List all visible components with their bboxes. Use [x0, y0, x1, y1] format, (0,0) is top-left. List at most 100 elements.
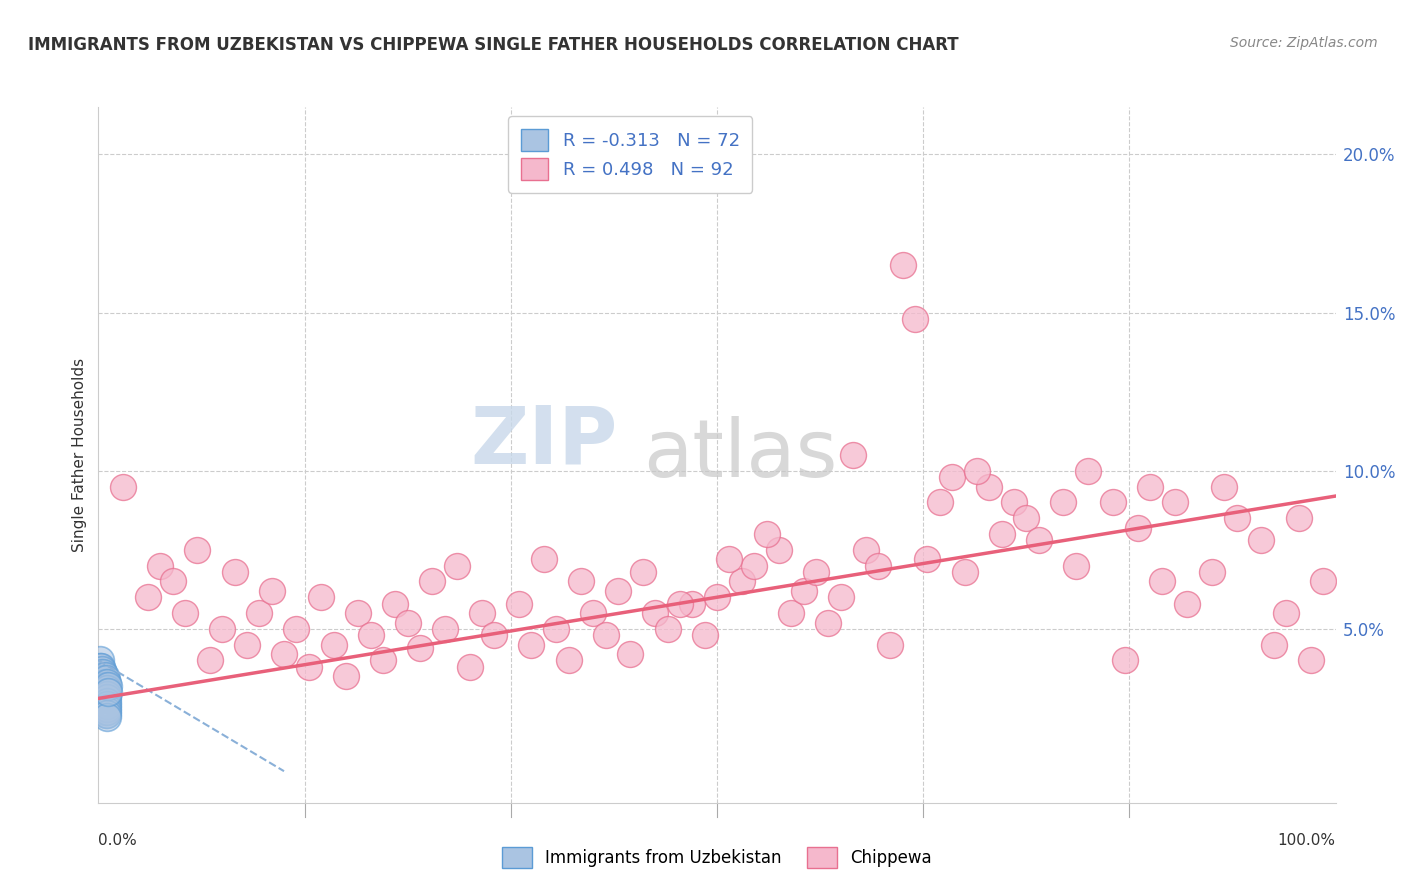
Point [93, 685, 115, 699]
Point [93, 701, 115, 715]
Point [669, 597, 692, 611]
Point [1263, 638, 1285, 652]
Point [93, 695, 115, 709]
Point [186, 542, 208, 557]
Point [1028, 533, 1050, 548]
Point [879, 638, 901, 652]
Point [371, 653, 394, 667]
Point [693, 628, 716, 642]
Point [136, 591, 159, 605]
Point [96, 704, 118, 718]
Point [384, 597, 406, 611]
Point [224, 565, 246, 579]
Point [446, 558, 468, 573]
Point [94, 698, 117, 712]
Point [322, 638, 344, 652]
Point [93, 698, 115, 712]
Point [93, 698, 115, 712]
Point [1102, 495, 1125, 509]
Point [1152, 574, 1174, 589]
Point [1175, 597, 1198, 611]
Point [96, 675, 118, 690]
Point [1077, 464, 1099, 478]
Point [285, 622, 308, 636]
Point [91, 675, 114, 690]
Point [97, 685, 120, 699]
Point [546, 622, 568, 636]
Point [631, 565, 654, 579]
Point [93, 691, 115, 706]
Point [89, 691, 111, 706]
Point [1015, 511, 1038, 525]
Point [97, 679, 120, 693]
Point [93, 673, 115, 687]
Point [96, 710, 118, 724]
Point [533, 552, 555, 566]
Point [309, 591, 332, 605]
Point [236, 638, 259, 652]
Point [94, 707, 117, 722]
Point [93, 681, 115, 696]
Point [941, 470, 963, 484]
Point [93, 681, 115, 696]
Point [112, 479, 135, 493]
Point [866, 558, 889, 573]
Point [96, 707, 118, 722]
Point [90, 685, 112, 699]
Point [90, 675, 112, 690]
Point [396, 615, 419, 630]
Point [93, 688, 115, 702]
Point [174, 606, 197, 620]
Point [1250, 533, 1272, 548]
Point [89, 675, 111, 690]
Point [595, 628, 617, 642]
Point [520, 638, 543, 652]
Point [90, 679, 112, 693]
Point [90, 688, 112, 702]
Point [91, 698, 114, 712]
Point [93, 669, 115, 683]
Point [966, 464, 988, 478]
Point [742, 558, 765, 573]
Point [409, 640, 432, 655]
Point [94, 691, 117, 706]
Point [830, 591, 852, 605]
Text: 0.0%: 0.0% [98, 832, 138, 847]
Point [990, 527, 1012, 541]
Point [90, 695, 112, 709]
Point [91, 691, 114, 706]
Point [706, 591, 728, 605]
Point [1126, 521, 1149, 535]
Text: ZIP: ZIP [471, 402, 619, 480]
Point [718, 552, 741, 566]
Point [96, 688, 118, 702]
Point [657, 622, 679, 636]
Point [247, 606, 270, 620]
Point [891, 258, 914, 272]
Point [557, 653, 579, 667]
Point [484, 628, 506, 642]
Point [89, 653, 111, 667]
Point [93, 666, 115, 681]
Point [94, 679, 117, 693]
Point [93, 701, 115, 715]
Point [335, 669, 357, 683]
Point [89, 673, 111, 687]
Point [94, 695, 117, 709]
Point [458, 660, 481, 674]
Point [91, 688, 114, 702]
Point [1139, 479, 1161, 493]
Point [94, 673, 117, 687]
Point [793, 583, 815, 598]
Point [360, 628, 382, 642]
Point [96, 701, 118, 715]
Point [89, 660, 111, 674]
Point [93, 679, 115, 693]
Text: 100.0%: 100.0% [1278, 832, 1336, 847]
Point [569, 574, 592, 589]
Point [1275, 606, 1298, 620]
Point [1064, 558, 1087, 573]
Point [1164, 495, 1187, 509]
Point [855, 542, 877, 557]
Point [89, 679, 111, 693]
